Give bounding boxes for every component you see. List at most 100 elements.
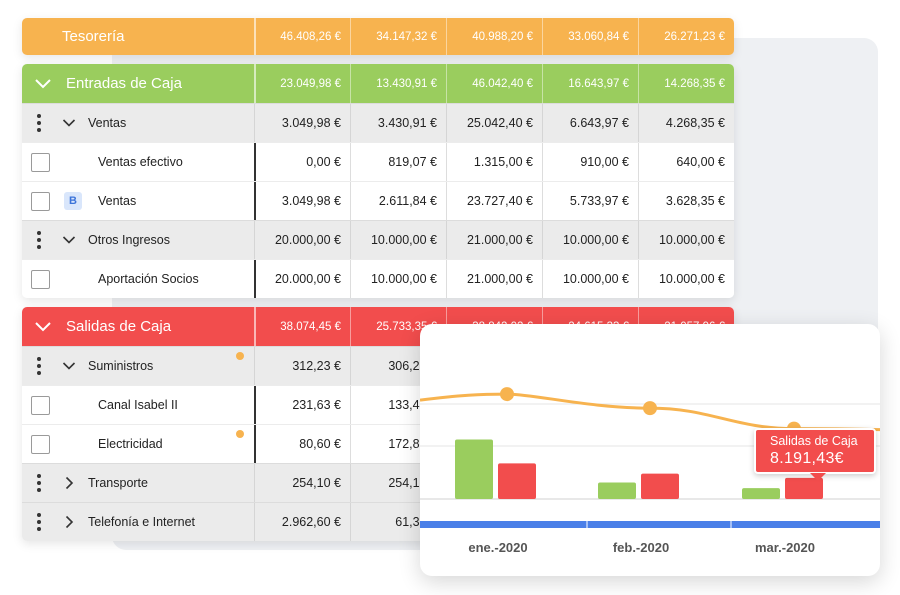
entradas-header-row[interactable]: Entradas de Caja 23.049,98 € 13.430,91 €… xyxy=(22,64,734,103)
chart-tooltip: Salidas de Caja 8.191,43€ xyxy=(754,428,876,481)
otros-ingresos-value: 10.000,00 € xyxy=(638,221,734,259)
chevron-down-icon[interactable] xyxy=(34,318,52,336)
telefonia-label: Telefonía e Internet xyxy=(88,515,196,529)
row-checkbox[interactable] xyxy=(31,152,50,172)
ventas-value: 3.430,91 € xyxy=(350,104,446,142)
x-axis-bar xyxy=(420,521,880,528)
ventas-efectivo-row: Ventas efectivo 0,00 € 819,07 € 1.315,00… xyxy=(22,142,734,181)
bar-entradas xyxy=(455,439,493,499)
cashflow-chart xyxy=(420,387,880,528)
aportacion-socios-value[interactable]: 20.000,00 € xyxy=(254,260,350,298)
aportacion-socios-row: Aportación Socios 20.000,00 € 10.000,00 … xyxy=(22,259,734,298)
ventas-value: 3.049,98 € xyxy=(254,104,350,142)
ventas-b-value[interactable]: 2.611,84 € xyxy=(350,182,446,220)
ventas-efectivo-label: Ventas efectivo xyxy=(98,155,183,169)
salidas-value: 38.074,45 € xyxy=(254,307,350,346)
ventas-efectivo-value[interactable]: 910,00 € xyxy=(542,143,638,181)
ventas-category-row[interactable]: Ventas 3.049,98 € 3.430,91 € 25.042,40 €… xyxy=(22,103,734,142)
row-checkbox[interactable] xyxy=(31,269,50,289)
transporte-value: 254,10 € xyxy=(254,464,350,502)
chevron-down-icon[interactable] xyxy=(62,116,76,130)
otros-ingresos-row[interactable]: Otros Ingresos 20.000,00 € 10.000,00 € 2… xyxy=(22,220,734,259)
chevron-down-icon[interactable] xyxy=(62,359,76,373)
tesoreria-value: 26.271,23 € xyxy=(638,18,734,55)
ventas-efectivo-value[interactable]: 1.315,00 € xyxy=(446,143,542,181)
x-tick-label: mar.-2020 xyxy=(755,540,815,555)
tesoreria-label: Tesorería xyxy=(62,28,125,45)
bar-salidas xyxy=(785,477,823,499)
row-checkbox[interactable] xyxy=(31,434,50,454)
ventas-efectivo-value[interactable]: 819,07 € xyxy=(350,143,446,181)
entradas-group: Entradas de Caja 23.049,98 € 13.430,91 €… xyxy=(22,64,734,298)
bar-entradas xyxy=(598,482,636,499)
ventas-value: 4.268,35 € xyxy=(638,104,734,142)
bar-entradas xyxy=(742,488,780,499)
status-dot-icon xyxy=(236,352,244,360)
suministros-value: 312,23 € xyxy=(254,347,350,385)
kebab-menu-icon[interactable] xyxy=(36,114,42,132)
tesoreria-row: Tesorería 46.408,26 € 34.147,32 € 40.988… xyxy=(22,18,734,55)
aportacion-socios-value[interactable]: 10.000,00 € xyxy=(350,260,446,298)
entradas-label: Entradas de Caja xyxy=(66,75,182,92)
chevron-right-icon[interactable] xyxy=(62,476,76,490)
aportacion-socios-value[interactable]: 21.000,00 € xyxy=(446,260,542,298)
bar-salidas xyxy=(641,473,679,499)
kebab-menu-icon[interactable] xyxy=(36,513,42,531)
tesoreria-value: 34.147,32 € xyxy=(350,18,446,55)
aportacion-socios-value[interactable]: 10.000,00 € xyxy=(542,260,638,298)
transporte-label: Transporte xyxy=(88,476,148,490)
tesoreria-value: 40.988,20 € xyxy=(446,18,542,55)
tesoreria-value: 46.408,26 € xyxy=(254,18,350,55)
b-badge: B xyxy=(64,192,82,210)
otros-ingresos-value: 10.000,00 € xyxy=(350,221,446,259)
chevron-down-icon[interactable] xyxy=(34,75,52,93)
telefonia-value: 2.962,60 € xyxy=(254,503,350,541)
chevron-right-icon[interactable] xyxy=(62,515,76,529)
tooltip-value: 8.191,43€ xyxy=(770,450,844,467)
otros-ingresos-value: 21.000,00 € xyxy=(446,221,542,259)
kebab-menu-icon[interactable] xyxy=(36,357,42,375)
ventas-efectivo-value[interactable]: 0,00 € xyxy=(254,143,350,181)
entradas-value: 14.268,35 € xyxy=(638,64,734,103)
ventas-b-value[interactable]: 5.733,97 € xyxy=(542,182,638,220)
ventas-b-value[interactable]: 23.727,40 € xyxy=(446,182,542,220)
entradas-value: 23.049,98 € xyxy=(254,64,350,103)
kebab-menu-icon[interactable] xyxy=(36,231,42,249)
entradas-value: 13.430,91 € xyxy=(350,64,446,103)
x-axis-labels: ene.-2020 feb.-2020 mar.-2020 xyxy=(420,532,880,568)
canal-isabel-value[interactable]: 231,63 € xyxy=(254,386,350,424)
bar-salidas xyxy=(498,463,536,499)
line-point-tesoreria xyxy=(643,401,657,416)
otros-ingresos-value: 20.000,00 € xyxy=(254,221,350,259)
tesoreria-value: 33.060,84 € xyxy=(542,18,638,55)
line-point-tesoreria xyxy=(500,387,514,402)
entradas-value: 46.042,40 € xyxy=(446,64,542,103)
entradas-value: 16.643,97 € xyxy=(542,64,638,103)
suministros-label: Suministros xyxy=(88,359,154,373)
aportacion-socios-label: Aportación Socios xyxy=(98,272,199,286)
ventas-value: 6.643,97 € xyxy=(542,104,638,142)
chevron-down-icon[interactable] xyxy=(62,233,76,247)
ventas-value: 25.042,40 € xyxy=(446,104,542,142)
electricidad-label: Electricidad xyxy=(98,437,163,451)
ventas-b-value[interactable]: 3.628,35 € xyxy=(638,182,734,220)
x-tick-label: feb.-2020 xyxy=(612,540,670,555)
ventas-b-value[interactable]: 3.049,98 € xyxy=(254,182,350,220)
kebab-menu-icon[interactable] xyxy=(36,474,42,492)
row-checkbox[interactable] xyxy=(31,191,50,211)
tooltip-series: Salidas de Caja xyxy=(770,434,858,448)
otros-ingresos-value: 10.000,00 € xyxy=(542,221,638,259)
ventas-b-label: Ventas xyxy=(98,194,137,208)
tesoreria-group: Tesorería 46.408,26 € 34.147,32 € 40.988… xyxy=(22,18,734,55)
status-dot-icon xyxy=(236,430,244,438)
electricidad-value[interactable]: 80,60 € xyxy=(254,425,350,463)
salidas-label: Salidas de Caja xyxy=(66,318,172,335)
ventas-b-row: B Ventas 3.049,98 € 2.611,84 € 23.727,40… xyxy=(22,181,734,220)
ventas-label: Ventas xyxy=(88,116,127,130)
aportacion-socios-value[interactable]: 10.000,00 € xyxy=(638,260,734,298)
x-tick-label: ene.-2020 xyxy=(468,540,528,555)
otros-ingresos-label: Otros Ingresos xyxy=(88,233,170,247)
ventas-efectivo-value[interactable]: 640,00 € xyxy=(638,143,734,181)
canal-isabel-label: Canal Isabel II xyxy=(98,398,178,412)
row-checkbox[interactable] xyxy=(31,395,50,415)
